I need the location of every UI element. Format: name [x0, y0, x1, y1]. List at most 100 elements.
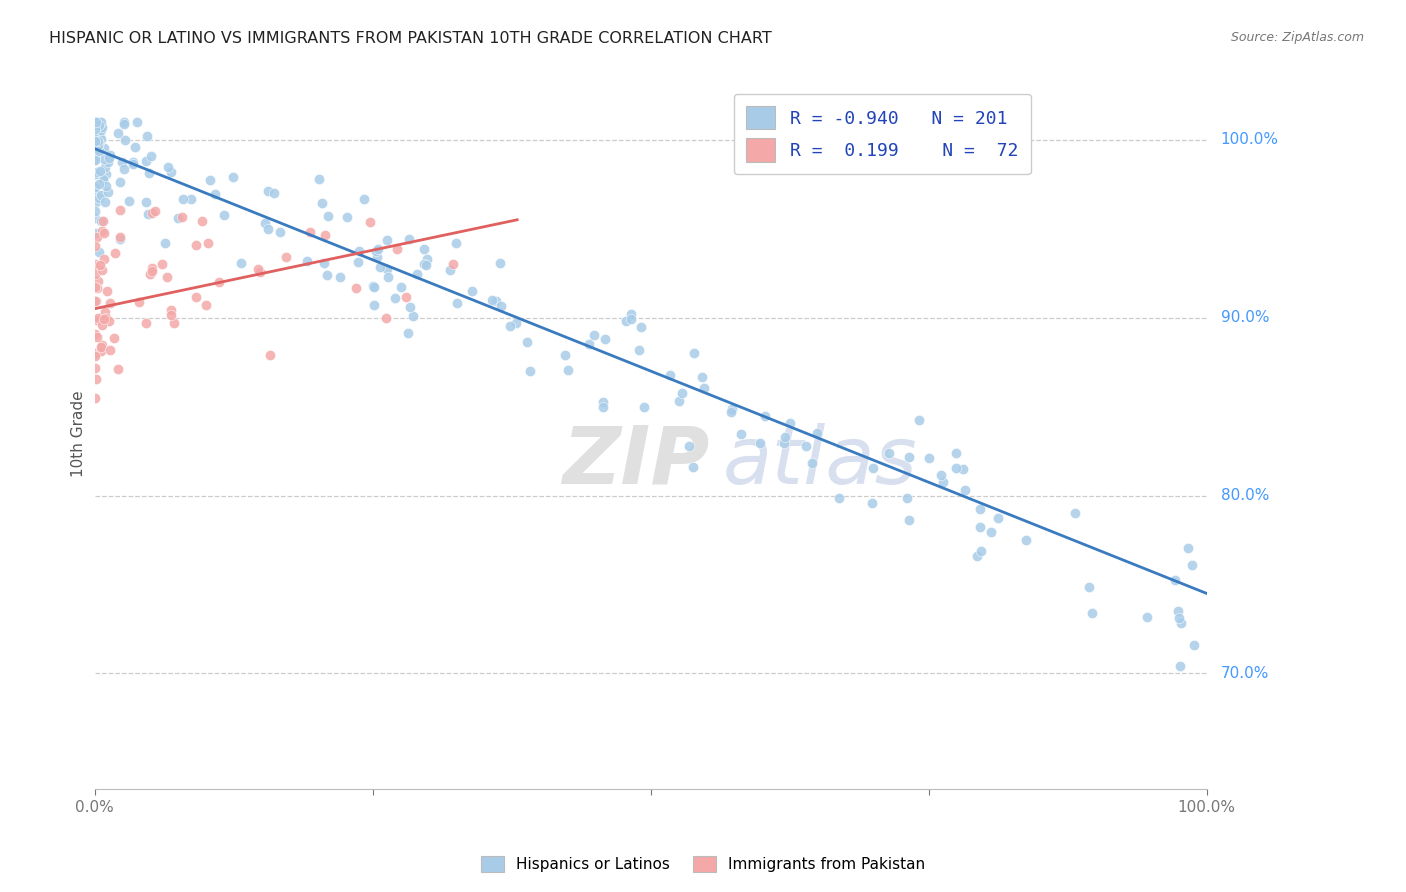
Legend: Hispanics or Latinos, Immigrants from Pakistan: Hispanics or Latinos, Immigrants from Pa… — [474, 848, 932, 880]
Point — [138, 166, 160, 180]
Point — [87, 115, 110, 129]
Point — [84, 226, 107, 240]
Point — [693, 381, 716, 395]
Text: 100.0%: 100.0% — [1220, 132, 1278, 147]
Point — [444, 236, 467, 251]
Point — [90, 224, 112, 238]
Point — [89, 136, 111, 151]
Point — [316, 209, 339, 223]
Point — [398, 300, 420, 314]
Point — [898, 450, 921, 464]
Point — [96, 178, 118, 193]
Point — [658, 368, 681, 382]
Point — [141, 264, 163, 278]
Point — [987, 511, 1010, 525]
Point — [1177, 541, 1199, 556]
Point — [141, 260, 163, 275]
Point — [368, 260, 391, 275]
Y-axis label: 10th Grade: 10th Grade — [72, 390, 86, 476]
Point — [1081, 606, 1104, 620]
Point — [84, 293, 107, 308]
Point — [367, 243, 389, 257]
Point — [359, 215, 381, 229]
Point — [86, 281, 108, 295]
Point — [98, 343, 121, 357]
Point — [198, 173, 221, 187]
Point — [366, 250, 388, 264]
Point — [366, 244, 388, 258]
Point — [489, 299, 512, 313]
Point — [966, 549, 988, 564]
Point — [1077, 580, 1099, 594]
Point — [749, 436, 772, 450]
Point — [969, 519, 991, 533]
Point — [83, 153, 105, 168]
Legend: R = -0.940   N = 201, R =  0.199    N =  72: R = -0.940 N = 201, R = 0.199 N = 72 — [734, 94, 1031, 174]
Point — [952, 462, 974, 476]
Point — [773, 430, 796, 444]
Point — [259, 348, 281, 362]
Point — [353, 192, 375, 206]
Point — [375, 233, 398, 247]
Text: HISPANIC OR LATINO VS IMMIGRANTS FROM PAKISTAN 10TH GRADE CORRELATION CHART: HISPANIC OR LATINO VS IMMIGRANTS FROM PA… — [49, 31, 772, 46]
Point — [1170, 616, 1192, 631]
Point — [257, 184, 280, 198]
Point — [108, 231, 131, 245]
Point — [862, 461, 884, 475]
Point — [361, 279, 384, 293]
Point — [89, 145, 111, 159]
Point — [83, 391, 105, 405]
Point — [93, 227, 115, 241]
Point — [446, 296, 468, 310]
Point — [98, 151, 121, 165]
Point — [84, 118, 107, 132]
Point — [89, 129, 111, 144]
Point — [441, 257, 464, 271]
Point — [1164, 573, 1187, 587]
Point — [86, 165, 108, 179]
Point — [83, 134, 105, 148]
Point — [395, 290, 418, 304]
Point — [110, 155, 132, 169]
Point — [125, 115, 148, 129]
Point — [721, 402, 744, 417]
Point — [93, 304, 115, 318]
Point — [87, 310, 110, 325]
Point — [295, 254, 318, 268]
Point — [172, 211, 194, 225]
Point — [91, 120, 114, 134]
Point — [416, 252, 439, 266]
Point — [222, 169, 245, 184]
Point — [896, 491, 918, 505]
Point — [91, 172, 114, 186]
Point — [489, 255, 512, 269]
Point — [90, 262, 112, 277]
Point — [90, 340, 112, 354]
Point — [87, 119, 110, 133]
Point — [1015, 533, 1038, 548]
Point — [583, 328, 606, 343]
Point — [86, 115, 108, 129]
Point — [108, 176, 131, 190]
Point — [98, 295, 121, 310]
Point — [141, 206, 163, 220]
Point — [481, 293, 503, 308]
Point — [86, 134, 108, 148]
Text: Source: ZipAtlas.com: Source: ZipAtlas.com — [1230, 31, 1364, 45]
Point — [375, 311, 398, 326]
Point — [690, 369, 713, 384]
Point — [485, 294, 508, 309]
Point — [402, 309, 425, 323]
Point — [84, 115, 107, 129]
Point — [980, 524, 1002, 539]
Point — [83, 257, 105, 271]
Point — [347, 244, 370, 259]
Point — [83, 203, 105, 218]
Point — [136, 129, 159, 144]
Point — [970, 544, 993, 558]
Point — [794, 439, 817, 453]
Point — [83, 151, 105, 165]
Point — [83, 180, 105, 194]
Point — [83, 153, 105, 168]
Point — [396, 326, 419, 340]
